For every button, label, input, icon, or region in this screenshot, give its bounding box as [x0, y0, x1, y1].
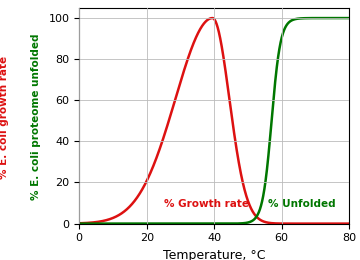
Text: % E. coli growth rate: % E. coli growth rate [0, 55, 9, 179]
Text: % Growth rate: % Growth rate [163, 199, 248, 209]
Text: % Unfolded: % Unfolded [268, 199, 336, 209]
X-axis label: Temperature, °C: Temperature, °C [163, 249, 265, 260]
Text: % E. coli proteome unfolded: % E. coli proteome unfolded [31, 34, 41, 200]
